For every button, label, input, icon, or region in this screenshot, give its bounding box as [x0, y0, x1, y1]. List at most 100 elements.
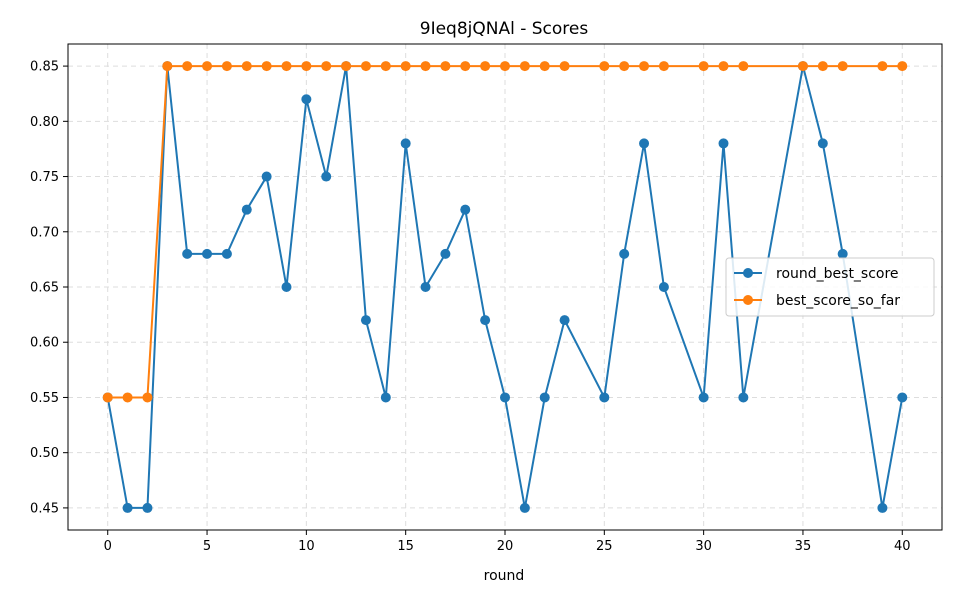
legend-label: round_best_score — [776, 266, 899, 282]
y-tick-label: 0.80 — [30, 115, 59, 130]
data-point — [559, 61, 570, 72]
y-tick-label: 0.75 — [30, 170, 59, 185]
data-point — [599, 61, 610, 72]
data-point — [519, 61, 530, 72]
series-round-best-score — [102, 61, 908, 513]
x-tick-label: 25 — [596, 539, 613, 554]
data-point — [221, 61, 232, 72]
series-group — [102, 61, 908, 513]
data-point — [420, 61, 431, 72]
data-point — [539, 392, 550, 403]
legend-marker — [743, 268, 753, 278]
data-point — [738, 392, 749, 403]
data-point — [261, 61, 272, 72]
y-tick-label: 0.60 — [30, 336, 59, 351]
data-point — [122, 502, 133, 513]
data-point — [619, 61, 630, 72]
data-point — [400, 138, 411, 149]
data-point — [698, 61, 709, 72]
data-point — [559, 315, 570, 326]
legend: round_best_score best_score_so_far — [725, 257, 935, 317]
data-point — [301, 94, 312, 105]
data-point — [182, 248, 193, 259]
data-point — [658, 282, 669, 292]
data-point — [480, 315, 491, 326]
data-point — [897, 61, 908, 72]
data-point — [619, 248, 630, 259]
data-point — [460, 204, 471, 215]
data-point — [738, 61, 749, 72]
x-tick-label: 0 — [104, 539, 112, 554]
data-point — [440, 61, 451, 72]
y-axis: 0.45 0.50 0.55 0.60 0.65 0.70 0.75 0.80 0.85 — [30, 60, 68, 516]
x-tick-label: 20 — [497, 539, 514, 554]
data-point — [281, 282, 292, 292]
data-point — [718, 138, 729, 149]
data-point — [142, 502, 153, 513]
y-tick-label: 0.55 — [30, 391, 59, 406]
x-tick-label: 10 — [298, 539, 315, 554]
data-point — [480, 61, 491, 72]
data-point — [301, 61, 312, 72]
x-tick-label: 5 — [203, 539, 211, 554]
data-point — [698, 392, 709, 403]
data-point — [202, 248, 213, 259]
data-point — [221, 248, 232, 259]
legend-label: best_score_so_far — [776, 293, 900, 309]
y-tick-label: 0.50 — [30, 446, 59, 461]
y-tick-label: 0.65 — [30, 281, 59, 296]
data-point — [420, 282, 431, 292]
data-point — [460, 61, 471, 72]
data-point — [321, 171, 332, 182]
x-tick-label: 40 — [894, 539, 911, 554]
data-point — [162, 61, 173, 72]
data-point — [281, 61, 292, 72]
data-point — [639, 61, 650, 72]
chart-title: 9Ieq8jQNAl - Scores — [420, 19, 589, 39]
data-point — [539, 61, 550, 72]
data-point — [817, 138, 828, 149]
data-point — [500, 392, 510, 403]
legend-marker — [743, 295, 753, 305]
y-tick-label: 0.85 — [30, 60, 59, 75]
data-point — [102, 392, 113, 403]
data-point — [321, 61, 332, 72]
y-tick-label: 0.70 — [30, 225, 59, 240]
data-point — [500, 61, 510, 72]
data-point — [877, 502, 888, 513]
data-point — [360, 61, 371, 72]
data-point — [897, 392, 908, 403]
data-point — [817, 61, 828, 72]
data-point — [519, 502, 530, 513]
y-tick-label: 0.45 — [30, 501, 59, 516]
data-point — [599, 392, 610, 403]
data-point — [341, 61, 352, 72]
series-best-score-so-far — [102, 61, 908, 403]
data-point — [718, 61, 729, 72]
data-point — [202, 61, 213, 72]
data-point — [837, 61, 848, 72]
data-point — [837, 248, 848, 259]
data-point — [182, 61, 193, 72]
data-point — [440, 248, 451, 259]
data-point — [241, 61, 252, 72]
x-tick-label: 35 — [795, 539, 812, 554]
x-axis: 0 5 10 15 20 25 30 35 40 — [104, 530, 911, 554]
x-tick-label: 30 — [695, 539, 712, 554]
data-point — [400, 61, 411, 72]
data-point — [658, 61, 669, 72]
data-point — [380, 392, 391, 403]
data-point — [360, 315, 371, 326]
x-tick-label: 15 — [397, 539, 414, 554]
data-point — [639, 138, 650, 149]
data-point — [142, 392, 153, 403]
data-point — [261, 171, 272, 182]
data-point — [122, 392, 133, 403]
x-axis-label: round — [484, 568, 525, 584]
data-point — [877, 61, 888, 72]
data-point — [380, 61, 391, 72]
data-point — [241, 204, 252, 215]
legend-box — [725, 257, 935, 317]
data-point — [797, 61, 808, 72]
